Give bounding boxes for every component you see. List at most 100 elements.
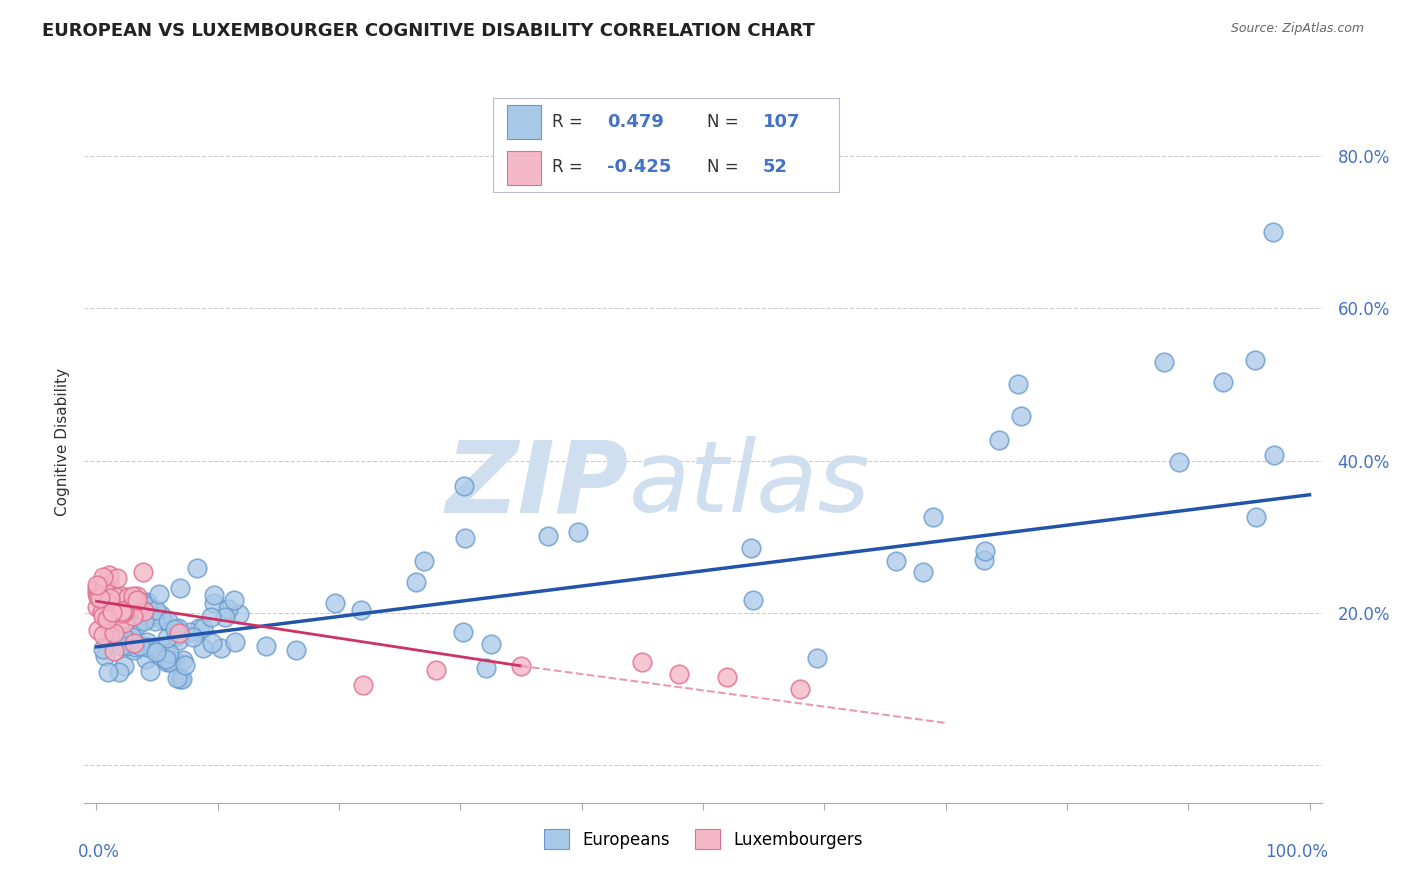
Point [97, 596, 120, 610]
Point [105, 590, 128, 604]
Point [108, 665, 131, 679]
Point [150, 649, 173, 664]
Point [112, 659, 135, 673]
Point [155, 652, 177, 666]
Point [132, 595, 155, 609]
Point [105, 571, 128, 585]
Point [145, 603, 167, 617]
Point [481, 637, 503, 651]
Point [200, 610, 222, 624]
Point [740, 541, 762, 555]
Point [98, 591, 121, 606]
Point [228, 607, 250, 622]
Point [631, 655, 654, 669]
Point [921, 510, 943, 524]
Point [405, 574, 427, 589]
Point [91, 605, 114, 619]
Point [103, 613, 125, 627]
Point [668, 666, 690, 681]
Point [1263, 449, 1285, 463]
Point [145, 645, 167, 659]
Point [170, 672, 193, 686]
Point [97, 665, 120, 679]
Y-axis label: Cognitive Disability: Cognitive Disability [55, 368, 70, 516]
Point [884, 554, 907, 568]
Point [163, 654, 186, 668]
Point [117, 613, 139, 627]
Point [912, 565, 935, 579]
Point [114, 631, 136, 645]
Point [111, 629, 134, 643]
Point [110, 590, 132, 604]
Point [157, 646, 180, 660]
Point [101, 605, 124, 619]
Point [169, 632, 191, 647]
Point [1244, 510, 1267, 524]
Point [1153, 354, 1175, 368]
Point [224, 634, 246, 648]
Point [89, 583, 111, 598]
Point [451, 624, 474, 639]
Point [112, 605, 135, 619]
Point [224, 593, 246, 607]
Point [146, 642, 169, 657]
Point [323, 596, 346, 610]
Point [412, 553, 434, 567]
Point [135, 652, 157, 666]
Point [157, 615, 180, 629]
Text: 0.0%: 0.0% [79, 843, 120, 861]
Point [174, 657, 197, 672]
Point [135, 595, 157, 609]
Point [1212, 375, 1234, 389]
Point [186, 561, 208, 575]
Point [191, 640, 214, 655]
Point [127, 618, 149, 632]
Point [285, 643, 308, 657]
Point [93, 578, 115, 592]
Point [98, 626, 121, 640]
Point [169, 672, 191, 686]
Point [159, 655, 181, 669]
Point [425, 663, 447, 677]
Point [122, 636, 145, 650]
Point [134, 614, 156, 628]
Point [91, 628, 114, 642]
Point [165, 622, 187, 636]
Point [118, 635, 141, 649]
Point [86, 585, 108, 599]
Point [125, 590, 148, 604]
Point [94, 648, 117, 663]
Point [122, 643, 145, 657]
Point [988, 433, 1011, 447]
Point [349, 603, 371, 617]
Point [121, 609, 143, 624]
Point [111, 606, 134, 620]
Point [97, 615, 120, 630]
Point [94, 575, 117, 590]
Point [1007, 377, 1029, 392]
Point [453, 479, 475, 493]
Point [117, 590, 139, 604]
Point [187, 621, 209, 635]
Point [806, 651, 828, 665]
Point [96, 612, 118, 626]
Point [114, 639, 136, 653]
Point [1168, 455, 1191, 469]
Point [254, 639, 277, 653]
Point [127, 593, 149, 607]
Text: 100.0%: 100.0% [1265, 843, 1327, 861]
Point [537, 529, 560, 543]
Point [111, 604, 134, 618]
Point [155, 656, 177, 670]
Point [217, 602, 239, 616]
Point [121, 617, 143, 632]
Point [741, 593, 763, 607]
Point [135, 635, 157, 649]
Point [179, 625, 201, 640]
Point [98, 567, 121, 582]
Point [103, 644, 125, 658]
Point [112, 615, 135, 630]
Point [86, 577, 108, 591]
Text: atlas: atlas [628, 436, 870, 533]
Point [193, 621, 215, 635]
